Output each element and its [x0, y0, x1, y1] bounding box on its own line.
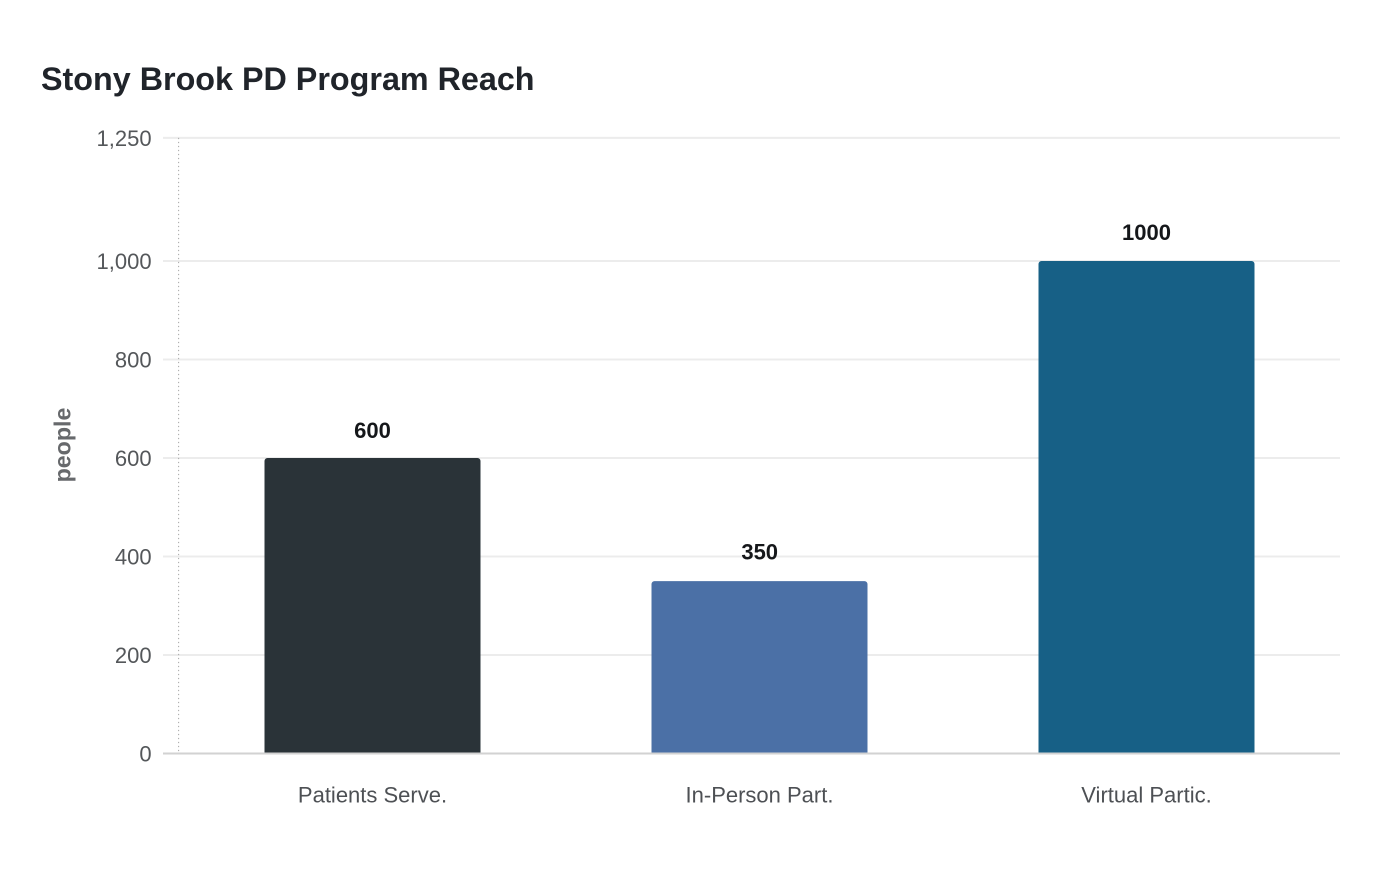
svg-text:Stony Brook PD Program Reach: Stony Brook PD Program Reach: [41, 61, 535, 97]
svg-text:800: 800: [115, 347, 152, 372]
svg-text:0: 0: [139, 741, 151, 766]
svg-text:400: 400: [115, 544, 152, 569]
svg-text:Patients Serve.: Patients Serve.: [298, 783, 447, 808]
svg-text:Virtual Partic.: Virtual Partic.: [1081, 783, 1211, 808]
svg-text:600: 600: [354, 418, 391, 443]
svg-text:200: 200: [115, 643, 152, 668]
svg-text:1,000: 1,000: [97, 249, 152, 274]
svg-text:1,250: 1,250: [97, 126, 152, 151]
svg-text:600: 600: [115, 446, 152, 471]
svg-text:1000: 1000: [1122, 220, 1171, 245]
svg-text:people: people: [50, 408, 76, 483]
svg-text:350: 350: [741, 540, 778, 565]
svg-text:In-Person Part.: In-Person Part.: [686, 783, 834, 808]
